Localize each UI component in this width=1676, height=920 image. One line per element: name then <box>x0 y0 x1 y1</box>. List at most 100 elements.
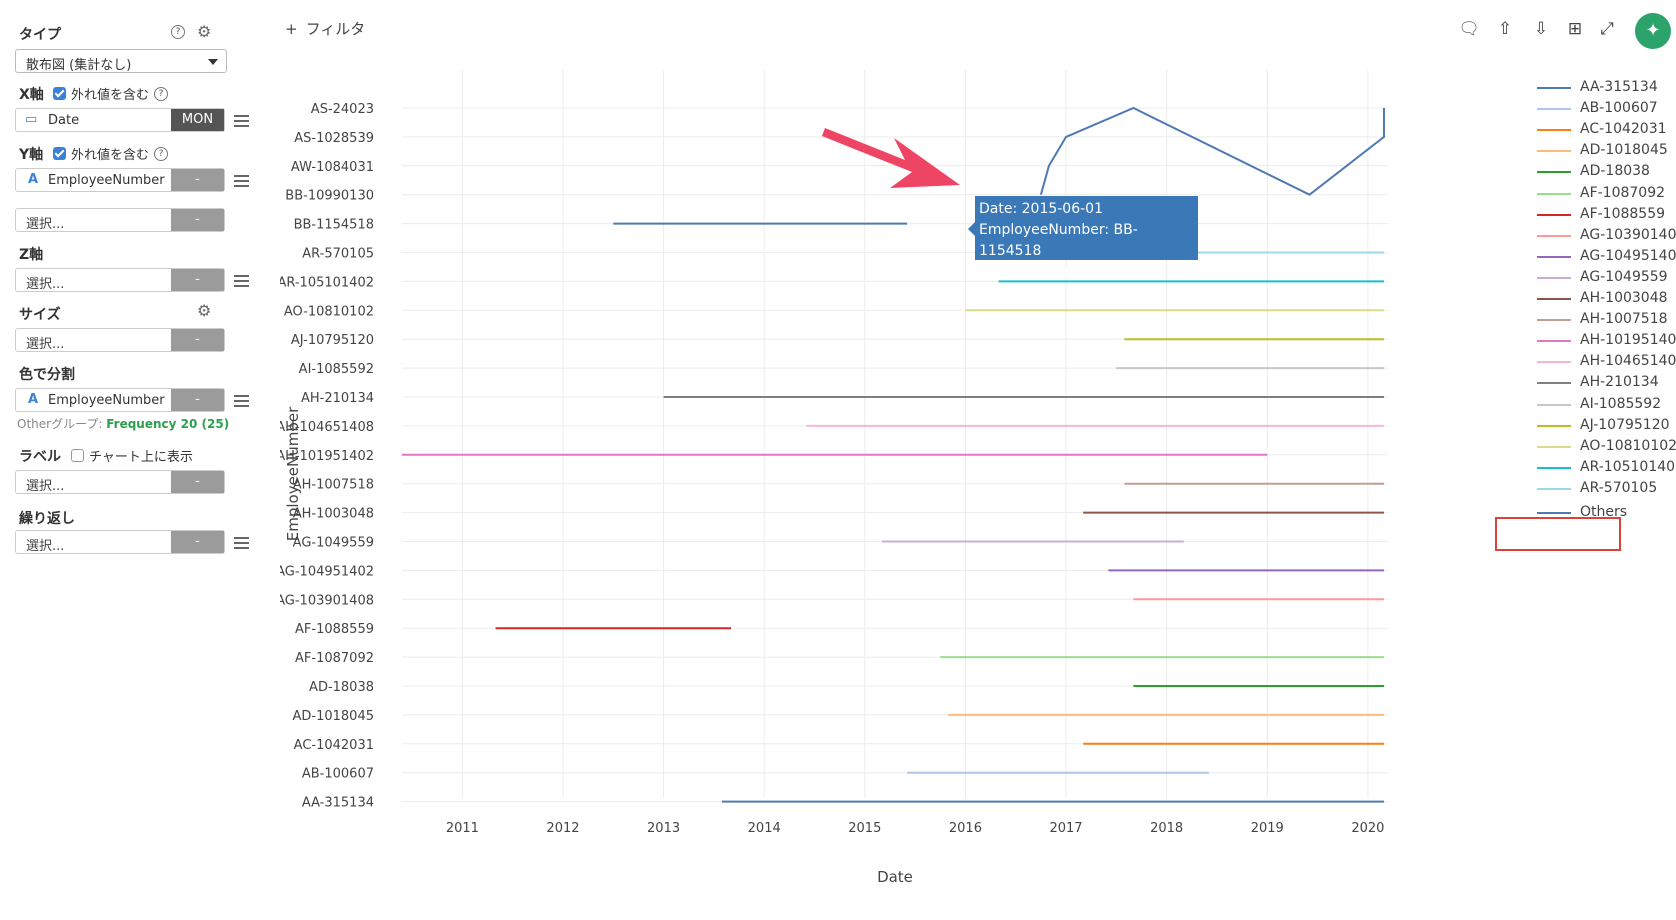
legend-label: AJ-10795120 <box>1580 416 1670 433</box>
table-icon[interactable]: ⊞ <box>1567 19 1583 39</box>
legend-label: AR-570105 <box>1580 479 1658 496</box>
legend-label: AD-18038 <box>1580 163 1650 180</box>
menu-icon[interactable] <box>234 115 249 127</box>
repeat-field[interactable]: 選択... - <box>15 530 225 554</box>
x-outlier-label: 外れ値を含む <box>71 88 150 103</box>
size-agg-button[interactable]: - <box>171 329 224 351</box>
x-tick-label: 2019 <box>1251 821 1284 836</box>
comment-icon[interactable]: 🗨 <box>1458 19 1480 39</box>
y-outlier-label: 外れ値を含む <box>71 148 150 163</box>
select-placeholder: 選択... <box>26 479 65 494</box>
x-tick-label: 2015 <box>848 821 881 836</box>
color-split-field-value: EmployeeNumber <box>48 393 165 408</box>
y-tick-label: AH-101951402 <box>280 449 374 464</box>
y-axis-extra-field[interactable]: 選択... - <box>15 208 225 232</box>
legend-label: AH-101951402 <box>1580 332 1676 349</box>
y-tick-label: AR-570105 <box>302 247 374 262</box>
legend-label: AO-10810102 <box>1580 437 1676 454</box>
x-tick-label: 2018 <box>1150 821 1183 836</box>
y-tick-label: AG-1049559 <box>293 536 374 551</box>
legend-swatch <box>1537 512 1571 514</box>
y-axis-title: EmployeeNumber <box>284 406 302 541</box>
legend-label: AC-1042031 <box>1580 121 1667 138</box>
legend-swatch <box>1537 403 1571 406</box>
y-tick-label: AG-103901408 <box>280 593 374 608</box>
text-type-icon: A <box>28 392 39 407</box>
legend-label: AB-100607 <box>1580 100 1658 117</box>
pin-icon[interactable]: ✦ <box>1635 13 1671 49</box>
y-axis-agg-button[interactable]: - <box>171 169 224 191</box>
add-filter-button[interactable]: + フィルタ <box>285 18 365 39</box>
menu-icon[interactable] <box>234 275 249 287</box>
checkbox-checked-icon[interactable] <box>53 147 66 160</box>
series-path-Others[interactable] <box>1039 106 1385 196</box>
size-field[interactable]: 選択... - <box>15 328 225 352</box>
x-tick-label: 2017 <box>1049 821 1082 836</box>
label-field[interactable]: 選択... - <box>15 470 225 494</box>
color-split-field[interactable]: A EmployeeNumber - <box>15 388 225 412</box>
label-agg-button[interactable]: - <box>171 471 224 493</box>
legend-swatch <box>1537 234 1571 237</box>
z-axis-agg-button[interactable]: - <box>171 269 224 291</box>
legend-swatch <box>1537 129 1571 132</box>
other-group-prefix: Otherグループ: <box>17 417 107 431</box>
legend-swatch <box>1537 424 1571 427</box>
show-label-checkbox[interactable]: チャート上に表示 <box>71 446 193 465</box>
legend-swatch <box>1537 192 1571 195</box>
menu-icon[interactable] <box>234 395 249 407</box>
z-axis-field[interactable]: 選択... - <box>15 268 225 292</box>
legend-label: AI-1085592 <box>1580 395 1662 412</box>
x-outlier-checkbox[interactable]: 外れ値を含む ? <box>53 84 169 103</box>
filter-label: フィルタ <box>305 20 366 38</box>
y-tick-label: AH-1007518 <box>293 478 374 493</box>
other-group-value[interactable]: Frequency 20 (25) <box>106 417 230 431</box>
y-tick-label: BB-10990130 <box>285 189 374 204</box>
legend-swatch <box>1537 108 1571 111</box>
legend-label: AF-1087092 <box>1580 184 1666 201</box>
help-icon[interactable]: ? <box>154 86 169 101</box>
y-tick-label: AD-1018045 <box>293 709 375 724</box>
chart: AA-315134 AB-100607 AC-1042031 AD-1018045 AD… <box>280 70 1388 886</box>
menu-icon[interactable] <box>234 537 249 549</box>
x-axis-field[interactable]: ▭ Date MON <box>15 108 225 132</box>
expand-icon[interactable]: ⤢ <box>1600 19 1614 39</box>
gear-icon[interactable]: ⚙ <box>197 301 212 320</box>
y-tick-label: AS-1028539 <box>294 131 374 146</box>
legend-swatch <box>1537 487 1571 490</box>
checkbox-unchecked-icon[interactable] <box>71 449 84 462</box>
gear-icon[interactable]: ⚙ <box>197 22 212 41</box>
series-lines[interactable] <box>402 106 1385 803</box>
x-axis-title: Date <box>877 868 913 886</box>
y-extra-agg-button[interactable]: - <box>171 209 224 231</box>
help-icon[interactable]: ? <box>154 146 169 161</box>
legend-label: AH-210134 <box>1580 374 1659 391</box>
legend-label: Others <box>1580 504 1628 520</box>
x-axis-unit-button[interactable]: MON <box>171 109 224 131</box>
x-tick-label: 2012 <box>546 821 579 836</box>
chart-type-value: 散布図 (集計なし) <box>26 58 132 73</box>
text-type-icon: A <box>28 172 39 187</box>
color-split-agg-button[interactable]: - <box>171 389 224 411</box>
legend-label: AD-1018045 <box>1580 142 1668 159</box>
y-axis-field[interactable]: A EmployeeNumber - <box>15 168 225 192</box>
y-tick-labels: AA-315134 AB-100607 AC-1042031 AD-1018045 AD… <box>280 102 374 811</box>
download-icon[interactable]: ⇩ <box>1533 19 1549 39</box>
upload-icon[interactable]: ⇧ <box>1497 19 1513 39</box>
menu-icon[interactable] <box>234 175 249 187</box>
chart-type-select[interactable]: 散布図 (集計なし) <box>15 49 227 73</box>
checkbox-checked-icon[interactable] <box>53 87 66 100</box>
x-tick-label: 2011 <box>446 821 479 836</box>
color-split-label: 色で分割 <box>19 367 75 383</box>
caret-down-icon <box>208 59 218 65</box>
tooltip-line-group: EmployeeNumber: Others <box>979 264 1161 280</box>
legend-label: AH-104651408 <box>1580 353 1676 370</box>
y-outlier-checkbox[interactable]: 外れ値を含む ? <box>53 144 169 163</box>
label-section-label: ラベル <box>19 449 61 465</box>
repeat-label: 繰り返し <box>19 511 75 527</box>
y-tick-label: AF-1087092 <box>295 651 374 666</box>
repeat-agg-button[interactable]: - <box>171 531 224 553</box>
help-icon[interactable]: ? <box>171 25 185 39</box>
show-label-text: チャート上に表示 <box>89 450 193 465</box>
y-tick-label: BB-1154518 <box>294 218 374 233</box>
y-tick-label: AO-10810102 <box>284 304 374 319</box>
